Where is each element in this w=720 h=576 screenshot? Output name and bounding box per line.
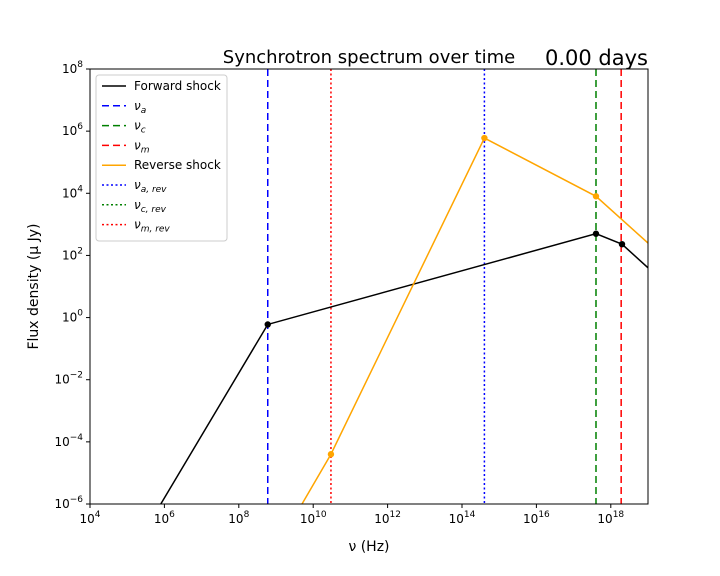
x-tick-label: 1016 bbox=[523, 510, 550, 526]
legend: Forward shock νa νc νm Reverse shock νa, rev ν… bbox=[95, 74, 228, 242]
legend-box bbox=[95, 74, 228, 242]
y-tick-label: 104 bbox=[62, 184, 83, 200]
series-line-forward-shock bbox=[160, 232, 648, 504]
chart-title: Synchrotron spectrum over time bbox=[223, 47, 515, 68]
y-tick-label: 10−6 bbox=[54, 495, 83, 511]
y-tick-label: 102 bbox=[62, 246, 83, 262]
legend-label: νa, rev bbox=[134, 178, 167, 195]
data-point bbox=[592, 193, 600, 200]
data-point bbox=[264, 321, 271, 328]
legend-label: νm bbox=[134, 138, 150, 155]
legend-label: νc bbox=[134, 119, 146, 136]
x-tick-label: 1010 bbox=[300, 510, 327, 526]
plot-frame bbox=[89, 68, 649, 505]
legend-label: Forward shock bbox=[134, 79, 221, 93]
x-tick-label: 1012 bbox=[374, 510, 401, 526]
legend-label: Reverse shock bbox=[134, 158, 221, 172]
x-tick-label: 108 bbox=[228, 510, 249, 526]
legend-label: νa bbox=[134, 99, 146, 116]
x-tick-label: 1014 bbox=[449, 510, 476, 526]
y-tick-label: 10−2 bbox=[54, 371, 83, 387]
data-point bbox=[327, 451, 335, 458]
y-tick-label: 10−4 bbox=[54, 433, 83, 449]
legend-label: νc, rev bbox=[134, 198, 167, 215]
y-tick-label: 108 bbox=[62, 60, 83, 76]
x-tick-label: 106 bbox=[154, 510, 175, 526]
time-label: 0.00 days bbox=[545, 46, 648, 70]
y-tick-label: 100 bbox=[62, 309, 83, 325]
data-point bbox=[481, 134, 488, 142]
x-axis-label: ν (Hz) bbox=[348, 539, 389, 555]
data-point bbox=[618, 240, 626, 248]
y-axis-label: Flux density (μ Jy) bbox=[26, 223, 42, 349]
x-tick-label: 104 bbox=[79, 510, 100, 526]
x-tick-label: 1018 bbox=[597, 510, 624, 526]
y-tick-label: 106 bbox=[62, 122, 83, 138]
legend-label: νm, rev bbox=[134, 218, 170, 235]
data-point bbox=[592, 230, 600, 237]
